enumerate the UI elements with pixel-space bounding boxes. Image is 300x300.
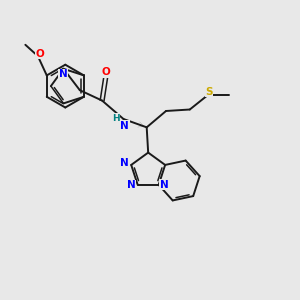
Text: N: N [58, 69, 67, 79]
Text: O: O [102, 67, 110, 77]
Text: N: N [160, 180, 168, 190]
Text: N: N [120, 158, 129, 168]
Text: O: O [36, 49, 45, 59]
Text: N: N [120, 121, 129, 130]
Text: H: H [112, 114, 119, 123]
Text: N: N [127, 181, 136, 190]
Text: S: S [206, 87, 213, 97]
